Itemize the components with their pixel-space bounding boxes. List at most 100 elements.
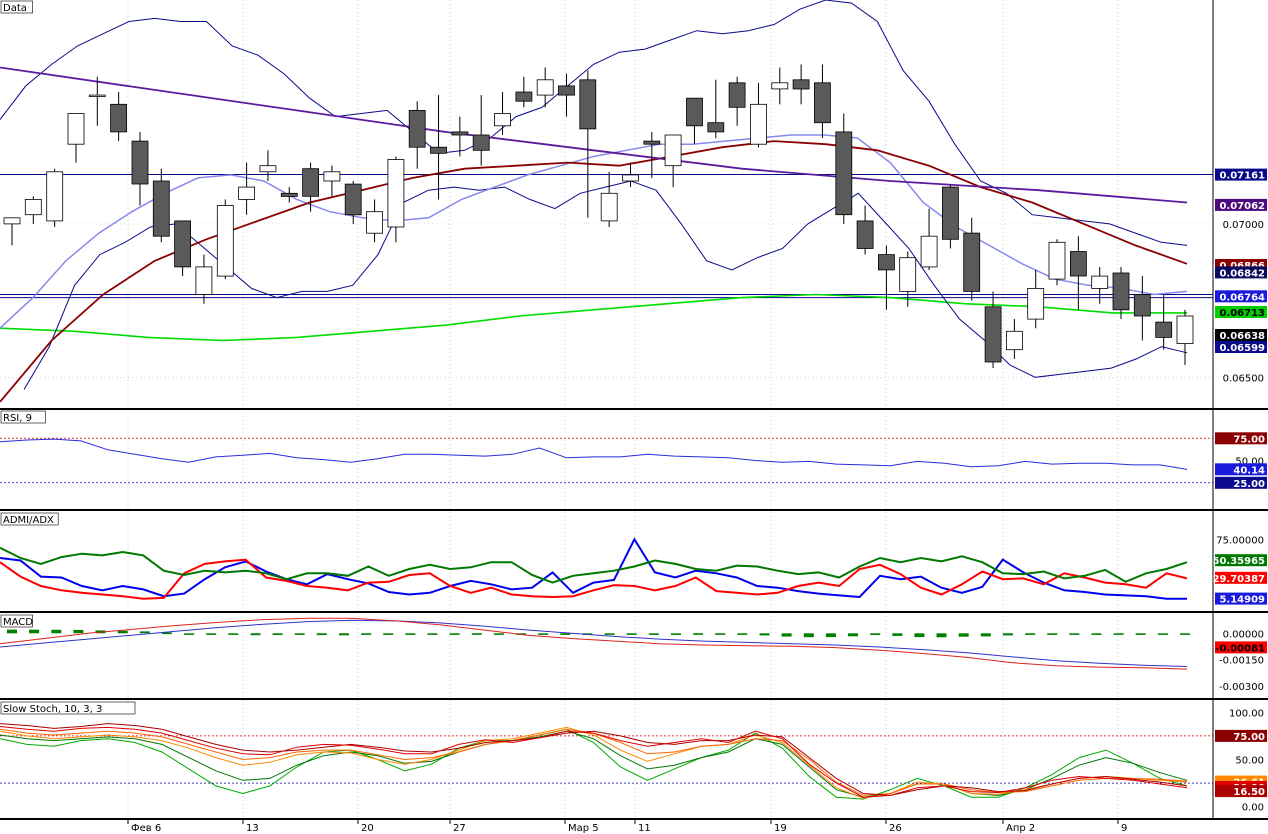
price-marker-label-bg (1215, 198, 1267, 211)
macd-pane-title-bg (0, 614, 33, 628)
date-label: Фев 6 (131, 823, 161, 834)
adx-marker-label: 5.14909 (1219, 595, 1265, 606)
candle-bull (536, 79, 554, 96)
candle-bear (408, 110, 426, 148)
price-marker-label-bg (1215, 290, 1267, 303)
candle-bull (238, 186, 256, 200)
candle-bear (878, 254, 895, 271)
macd-histogram-bar (759, 633, 770, 636)
sma-purple-line (0, 66, 1188, 204)
macd-histogram-bar (1002, 633, 1013, 636)
macd-histogram-bar (449, 633, 460, 635)
candle-bear (1112, 272, 1130, 311)
macd-histogram-bar (848, 633, 858, 637)
candle-bull (622, 174, 639, 182)
candle-bear (344, 183, 362, 216)
rsi-line (0, 438, 1188, 470)
macd-signal-line (0, 619, 1188, 667)
macd-histogram-bar (29, 629, 40, 634)
macd-marker-label: -0.00081 (1215, 643, 1265, 654)
macd-histogram-bar (361, 633, 372, 635)
adx-marker-label: 29.70387 (1212, 574, 1265, 585)
macd-tick-label: 0.00000 (1223, 629, 1264, 640)
macd-line (0, 617, 1188, 670)
macd-histogram-bar (272, 633, 283, 635)
rsi-pane[interactable]: RSI, 9 (0, 410, 1213, 484)
stoch-pane[interactable]: Slow Stoch, 10, 3, 3 (0, 701, 1213, 800)
macd-histogram-bar (339, 633, 349, 636)
candle-bull (88, 94, 106, 97)
candle-bear (430, 146, 447, 154)
stoch-pane-title-bg (0, 701, 136, 715)
candle-bull (600, 192, 618, 222)
price-marker-label-bg (1215, 306, 1267, 318)
date-label: 26 (889, 823, 902, 834)
macd-histogram-bar (936, 633, 947, 638)
rsi-marker-label: 40.14 (1233, 465, 1265, 476)
candle-bull (494, 113, 511, 127)
rsi-marker-label-bg (1215, 432, 1267, 445)
stoch-pane-title: Slow Stoch, 10, 3, 3 (3, 704, 102, 715)
stoch-red-line (0, 726, 1188, 798)
candle-bear (1070, 251, 1087, 277)
stoch-slow-green-line (0, 730, 1188, 798)
adx-tick-label: 75.00000 (1216, 535, 1264, 546)
macd-histogram-bar (73, 629, 84, 634)
candle-bull (195, 266, 213, 295)
macd-histogram-bar (184, 633, 195, 635)
ema-maroon-line (0, 140, 1188, 403)
adx-marker-label-bg (1215, 554, 1267, 567)
macd-histogram-bar (825, 633, 836, 638)
price-pane-title: Data (3, 3, 27, 14)
candle-bull (1006, 330, 1023, 351)
macd-histogram-bar (538, 633, 549, 635)
adx-pane[interactable]: ADMI/ADX (0, 512, 1188, 600)
candle-bull (46, 171, 64, 222)
price-pane-title-bg (0, 0, 33, 14)
candle-bear (643, 140, 661, 145)
rsi-tick-label: 50.00 (1235, 457, 1264, 468)
candle-bull (771, 82, 789, 90)
date-label: 19 (774, 823, 787, 834)
macd-histogram-bar (781, 633, 792, 637)
ema-lightblue-line (0, 134, 1188, 329)
stoch-tick-label: 100.00 (1229, 708, 1264, 719)
candle-bull (664, 134, 682, 167)
macd-histogram-bar (228, 633, 239, 635)
price-pane[interactable]: Data (0, 0, 1213, 403)
stoch-marker-label: 75.00 (1233, 732, 1265, 743)
macd-pane[interactable]: MACD (0, 614, 1190, 670)
macd-histogram-bar (1069, 633, 1080, 635)
adx-pane-title: ADMI/ADX (3, 515, 54, 526)
candle-bear (174, 220, 192, 268)
macd-histogram-bar (206, 633, 217, 635)
date-label: Апр 2 (1006, 823, 1035, 834)
stoch-tick-label: 0.00 (1242, 803, 1264, 814)
candle-bull (24, 198, 42, 216)
candle-bear (814, 82, 831, 124)
candle-bear (472, 134, 490, 151)
macd-histogram-bar (161, 632, 172, 635)
candle-bear (707, 122, 725, 133)
macd-marker-label-bg (1215, 641, 1267, 654)
candle-bear (835, 131, 853, 216)
date-label: 9 (1121, 823, 1127, 834)
rsi-pane-title: RSI, 9 (3, 413, 32, 424)
adx-pane-title-bg (0, 512, 59, 526)
candle-bear (984, 306, 1002, 363)
date-label: Мар 5 (568, 823, 599, 834)
price-marker-label: 0.07062 (1219, 201, 1265, 212)
adx-marker-label-bg (1215, 571, 1267, 584)
price-marker-label: 0.07161 (1219, 171, 1265, 182)
stoch-marker-label: 16.50 (1233, 787, 1265, 798)
candle-bear (280, 192, 298, 197)
macd-histogram-bar (493, 633, 504, 635)
macd-histogram-bar (671, 633, 681, 635)
candle-bear (1133, 294, 1151, 317)
candle-bear (579, 79, 597, 130)
macd-histogram-bar (560, 633, 571, 635)
macd-histogram-bar (914, 633, 925, 638)
macd-histogram-bar (626, 633, 637, 635)
